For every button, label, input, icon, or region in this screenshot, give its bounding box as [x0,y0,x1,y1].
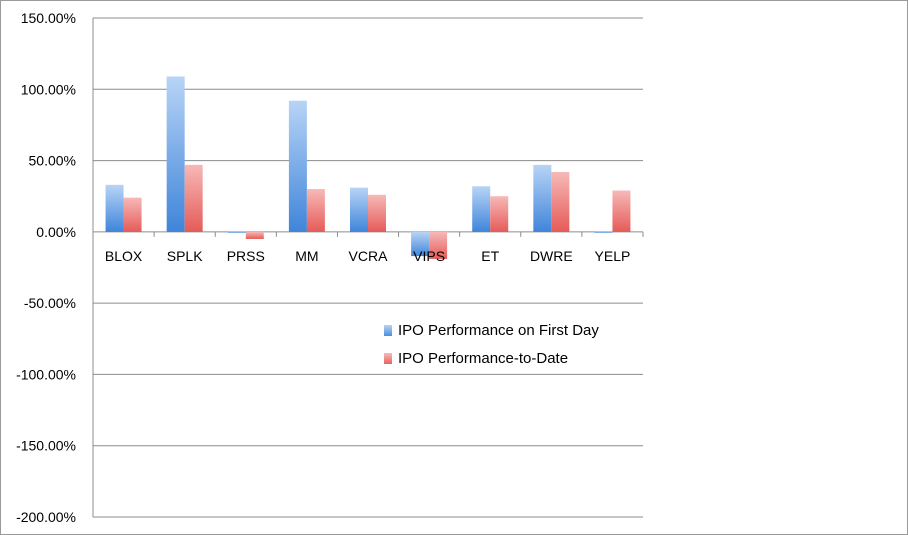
bar-to-date-dwre [551,171,570,232]
bar-first-day-blox [105,184,124,232]
bar-first-day-prss [227,231,246,233]
y-tick-label: 100.00% [21,81,76,97]
legend-item-first-day: IPO Performance on First Day [384,316,599,344]
bar-to-date-vcra [368,194,386,232]
y-tick-label: 0.00% [36,224,76,240]
x-tick-label: VIPS [413,248,445,264]
x-tick-label: SPLK [167,248,203,264]
legend-swatch-first-day [384,324,392,336]
y-tick-label: -50.00% [24,295,76,311]
legend-item-to-date: IPO Performance-to-Date [384,344,599,372]
bar-first-day-vcra [350,187,368,232]
y-tick-label: -100.00% [16,366,76,382]
bar-to-date-yelp [612,190,631,232]
bar-first-day-yelp [594,231,613,233]
y-tick-label: 50.00% [29,153,76,169]
x-tick-label: MM [295,248,318,264]
x-tick-label: ET [481,248,499,264]
legend-swatch-to-date [384,352,392,364]
y-tick-label: 150.00% [21,10,76,26]
bar-first-day-mm [288,100,307,232]
legend-label-first-day: IPO Performance on First Day [398,321,599,339]
x-tick-label: DWRE [530,248,573,264]
bar-first-day-splk [166,76,185,232]
legend: IPO Performance on First Day IPO Perform… [384,316,599,372]
bar-to-date-blox [123,197,142,232]
bar-to-date-et [490,196,509,232]
x-tick-label: VCRA [349,248,389,264]
bar-first-day-vips [411,231,430,257]
y-tick-label: -150.00% [16,438,76,454]
bar-to-date-prss [245,231,264,239]
bar-to-date-mm [306,189,325,232]
x-tick-label: PRSS [227,248,265,264]
y-tick-label: -200.00% [16,509,76,525]
bar-first-day-et [472,186,491,232]
bar-to-date-splk [184,164,203,232]
x-tick-label: YELP [595,248,631,264]
x-tick-label: BLOX [105,248,143,264]
legend-label-to-date: IPO Performance-to-Date [398,349,569,367]
bar-to-date-vips [429,231,448,259]
bar-first-day-dwre [533,164,552,232]
